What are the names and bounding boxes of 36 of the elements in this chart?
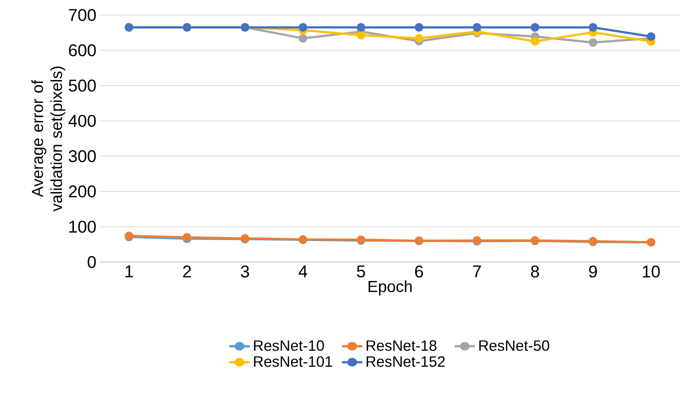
y-tick-label: 700 (68, 8, 96, 22)
x-axis-title: Epoch (368, 280, 412, 296)
x-tick-label: 8 (531, 266, 539, 278)
point (298, 34, 308, 43)
point (588, 38, 598, 47)
x-tick-label: 5 (356, 266, 366, 278)
legend-label: ResNet-101 (254, 356, 332, 367)
legend-label: ResNet-50 (479, 340, 550, 351)
x-tick-label: 2 (183, 266, 191, 278)
point (298, 23, 308, 32)
point (414, 23, 424, 32)
x-tick-label: 3 (240, 266, 249, 278)
point (472, 23, 482, 32)
x-tick-label: 7 (473, 266, 481, 278)
y-tick-label: 500 (68, 80, 96, 92)
x-tick-label: 9 (589, 266, 597, 278)
point (356, 23, 366, 32)
y-tick-label: 0 (88, 256, 96, 268)
point (530, 23, 540, 32)
x-tick-label: 6 (415, 266, 423, 278)
y-axis-title: Average error of validation set(pixels) (31, 66, 66, 212)
y-tick-label: 400 (68, 114, 96, 127)
y-tick-label: 600 (68, 44, 96, 56)
point (356, 30, 366, 40)
y-tick-label: 100 (69, 220, 96, 233)
legend-label: ResNet-18 (366, 340, 436, 351)
x-tick-label: 1 (126, 266, 133, 278)
point (530, 37, 540, 46)
point (414, 34, 424, 43)
y-tick-label: 200 (68, 185, 96, 198)
y-tick-label: 300 (68, 150, 96, 162)
legend-label: ResNet-152 (366, 356, 445, 367)
point (588, 23, 598, 32)
x-tick-label: 10 (642, 266, 660, 278)
legend-label: ResNet-10 (254, 340, 324, 351)
x-tick-label: 4 (298, 266, 308, 278)
